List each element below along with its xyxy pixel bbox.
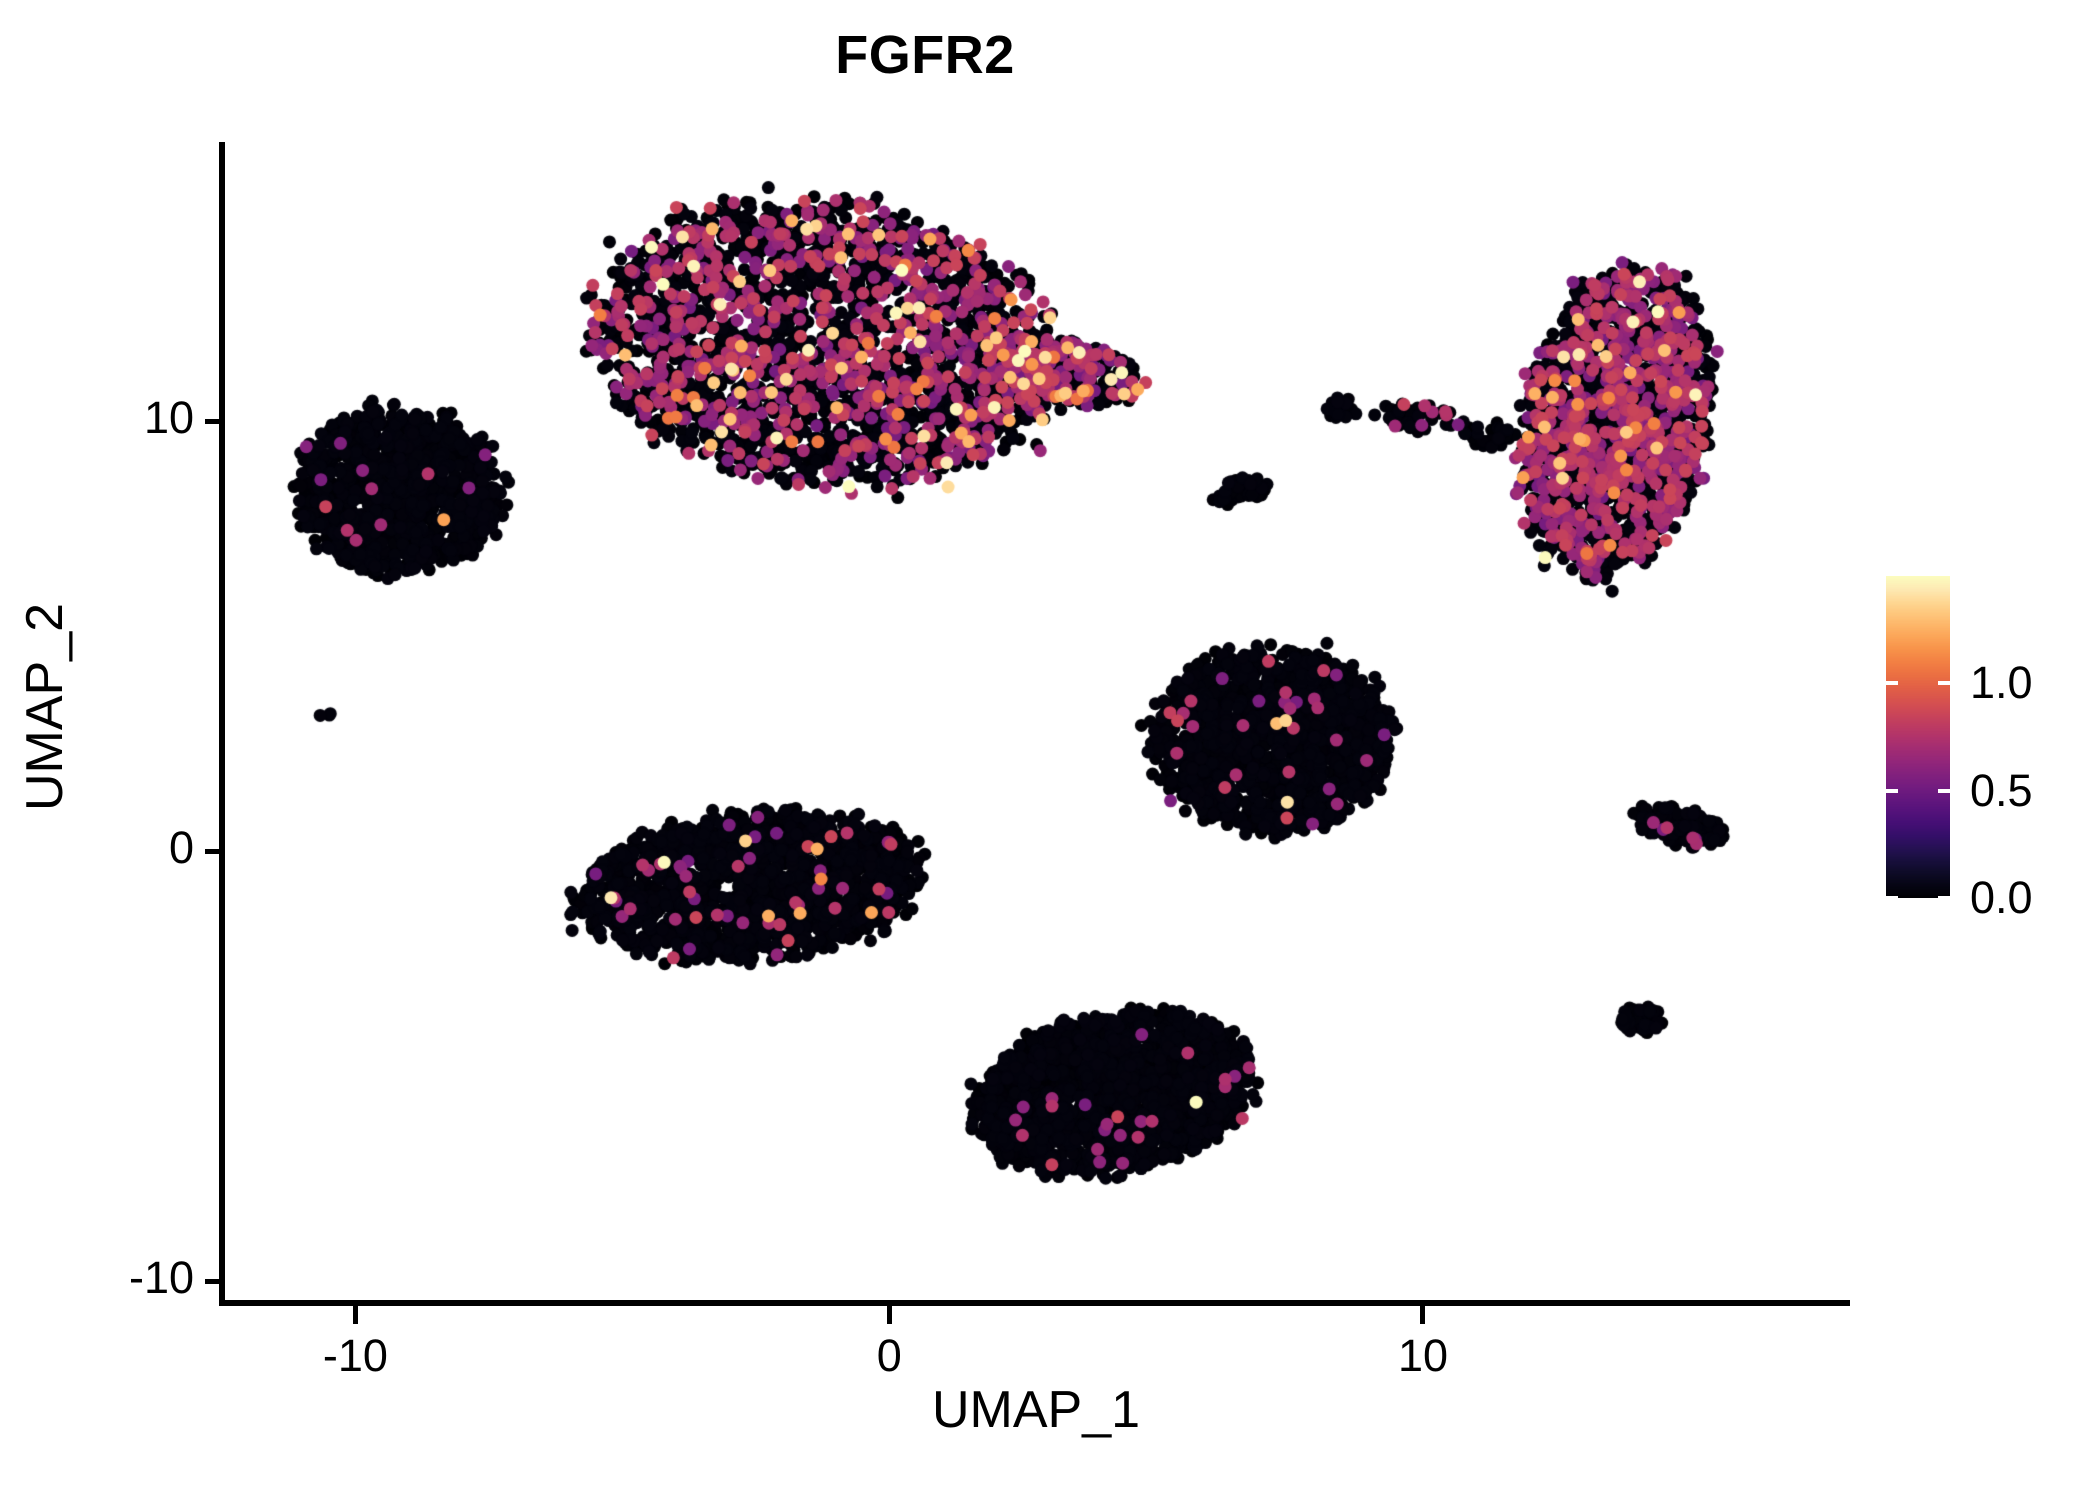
colorbar-gradient (1886, 576, 1950, 898)
x-axis-title: UMAP_1 (931, 1381, 1141, 1439)
colorbar-tick-mark (1938, 896, 1950, 900)
colorbar-tick-mark (1886, 681, 1898, 686)
x-axis-tick-label: -10 (322, 1330, 388, 1381)
x-axis-tick-mark (886, 1306, 892, 1324)
y-axis-tick-label: 0 (168, 821, 194, 873)
x-axis-line (219, 1300, 1850, 1306)
colorbar-tick-mark (1938, 788, 1950, 793)
colorbar-tick-mark (1886, 788, 1898, 793)
x-axis-tick-mark (1420, 1306, 1426, 1324)
y-axis-tick-mark (205, 1279, 222, 1284)
y-axis-tick-mark (205, 849, 222, 854)
y-axis-tick-label: -10 (128, 1251, 194, 1303)
colorbar-tick-mark (1886, 896, 1898, 900)
colorbar-tick-label: 0.5 (1970, 764, 2033, 816)
x-axis-tick-mark (352, 1306, 358, 1324)
x-axis-tick-label: 10 (1397, 1330, 1448, 1381)
plot-panel (222, 142, 1850, 1303)
x-axis-tick-label: 0 (876, 1330, 902, 1381)
y-axis-tick-label: 10 (143, 391, 194, 443)
y-axis-title: UMAP_2 (16, 602, 74, 812)
y-axis-tick-mark (205, 419, 222, 424)
colorbar-tick-label: 1.0 (1970, 657, 2033, 709)
page-title: FGFR2 (835, 25, 1015, 85)
colorbar-tick-label: 0.0 (1970, 872, 2033, 923)
colorbar-tick-mark (1938, 681, 1950, 686)
y-axis-line (219, 142, 225, 1306)
scatter-plot-canvas (222, 142, 1850, 1303)
colorbar-legend: 1.0 0.5 0.0 (1886, 576, 2086, 923)
